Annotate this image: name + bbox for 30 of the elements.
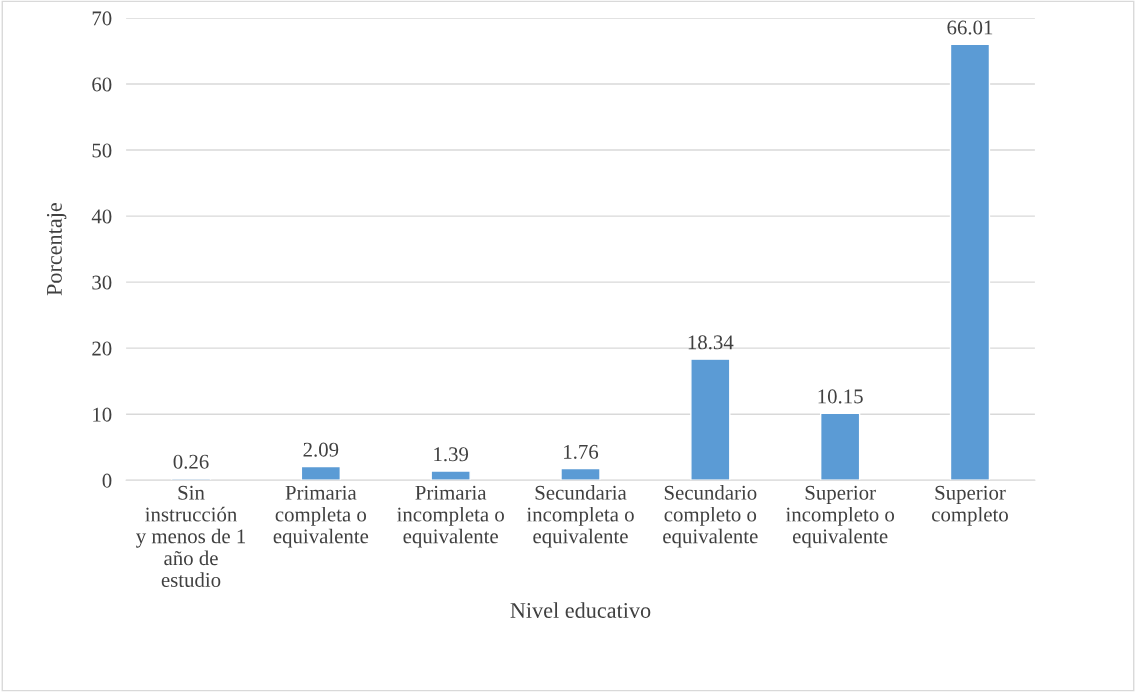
y-tick-label: 0 <box>102 473 112 488</box>
y-tick-label: 30 <box>92 275 112 290</box>
data-label: 1.76 <box>564 444 599 459</box>
bar <box>560 467 601 481</box>
y-tick-label: 10 <box>93 407 112 422</box>
x-tick-label: Sin instrucción y menos de 1 año de estudio <box>136 485 246 587</box>
bar <box>949 43 991 481</box>
x-axis-title: Nivel educativo <box>510 602 651 618</box>
data-label: 1.39 <box>434 447 469 462</box>
y-tick-label: 60 <box>92 77 112 92</box>
data-label: 2.09 <box>303 442 339 457</box>
bar <box>819 412 861 481</box>
data-label: 18.34 <box>688 335 734 350</box>
y-tick-label: 20 <box>92 341 112 356</box>
data-label: 66.01 <box>947 20 993 35</box>
x-tick-label: Secundaria incompleta o equivalente <box>526 485 634 548</box>
bar <box>690 358 731 481</box>
y-tick-label: 40 <box>91 209 112 224</box>
x-tick-label: Primaria incompleta o equivalente <box>397 485 504 548</box>
y-tick-label: 50 <box>92 143 112 158</box>
x-tick-label: Superior incompleto o equivalente <box>785 485 895 548</box>
bar <box>430 470 471 481</box>
x-tick-label: Primaria completa o equivalente <box>273 485 369 548</box>
data-label: 10.15 <box>818 389 863 404</box>
y-tick-label: 70 <box>92 11 112 26</box>
y-axis-title: Porcentaje <box>46 203 67 296</box>
data-label: 0.26 <box>173 454 209 469</box>
bar <box>300 465 342 481</box>
x-tick-label: Superior completo <box>932 485 1008 526</box>
x-tick-label: Secundario completo o equivalente <box>663 485 758 548</box>
